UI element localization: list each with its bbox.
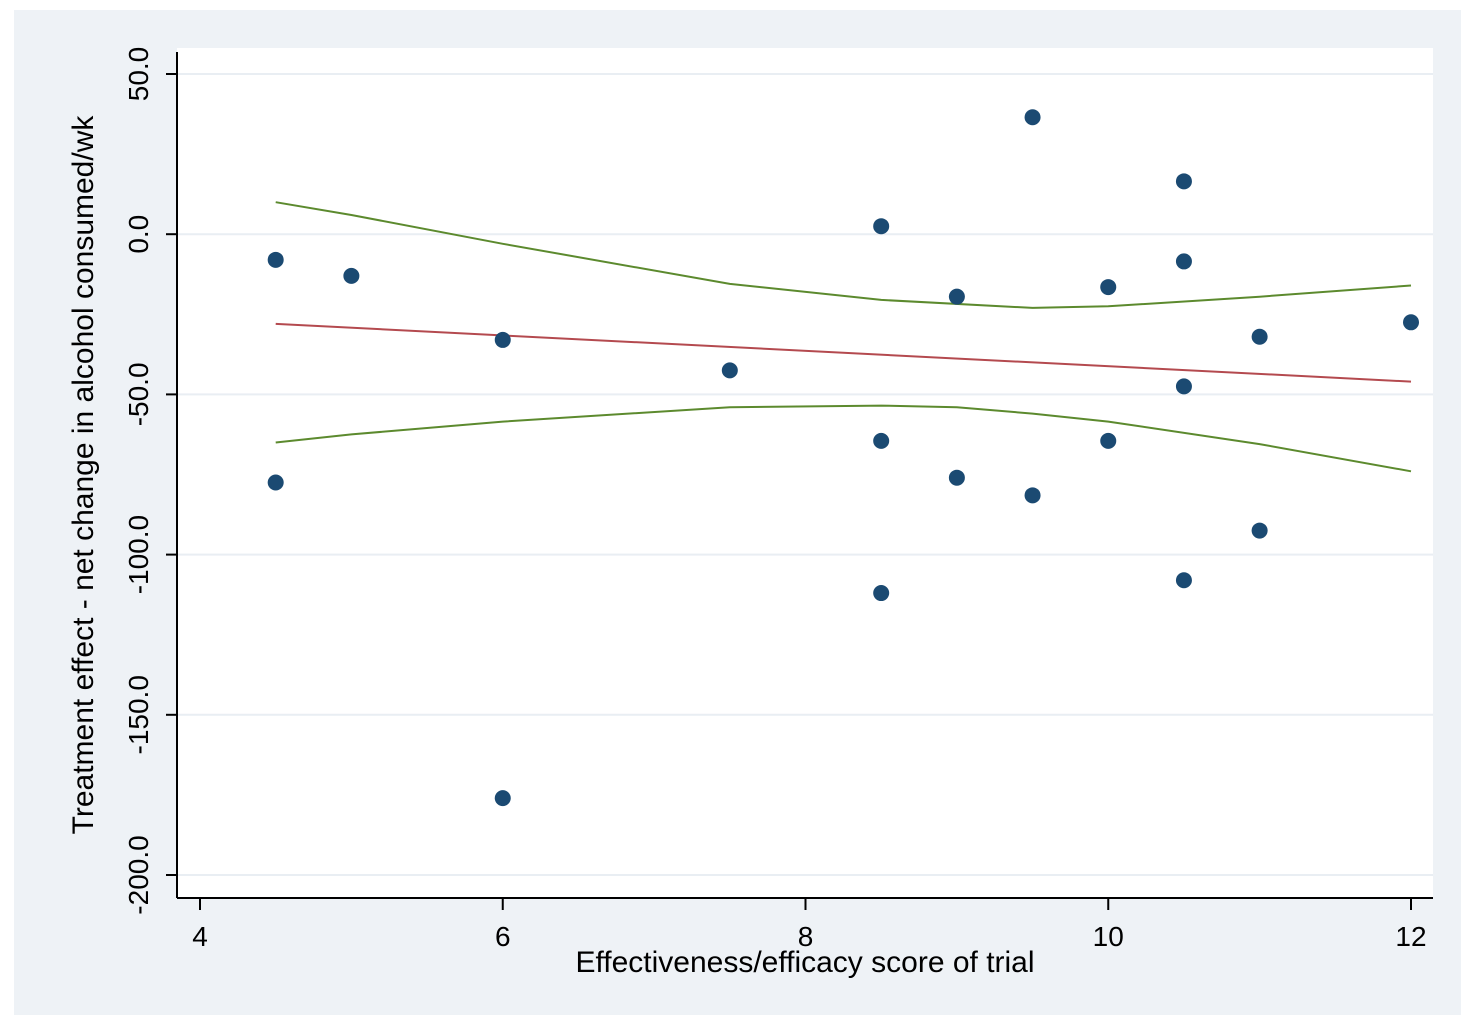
x-axis-ticks: 4 6 8 10 12 xyxy=(192,898,1427,952)
y-tick-label-2: -50.0 xyxy=(123,362,154,426)
data-point-4 xyxy=(494,790,511,807)
y-tick-label-3: -100.0 xyxy=(123,515,154,594)
y-axis-title: Treatment effect - net change in alcohol… xyxy=(67,115,100,835)
data-point-8 xyxy=(873,585,890,602)
y-tick-label-4: -150.0 xyxy=(123,675,154,754)
data-point-19 xyxy=(1251,328,1268,345)
data-point-17 xyxy=(1175,378,1192,395)
data-point-0 xyxy=(267,251,284,268)
data-point-14 xyxy=(1100,432,1117,449)
y-tick-label-1: 0.0 xyxy=(123,215,154,254)
ci-lower-line xyxy=(275,404,1412,473)
data-point-2 xyxy=(343,267,360,284)
x-tick-label-2: 8 xyxy=(798,921,814,952)
data-point-12 xyxy=(1024,487,1041,504)
data-point-10 xyxy=(948,469,965,486)
data-points xyxy=(267,109,1419,807)
x-tick-label-4: 12 xyxy=(1395,921,1426,952)
data-point-6 xyxy=(873,218,890,235)
fit-line-group xyxy=(275,322,1412,383)
x-tick-label-3: 10 xyxy=(1093,921,1124,952)
data-point-1 xyxy=(267,474,284,491)
data-point-13 xyxy=(1100,279,1117,296)
fit-line xyxy=(275,322,1412,383)
x-axis-title: Effectiveness/efficacy score of trial xyxy=(575,946,1034,979)
data-point-21 xyxy=(1403,314,1419,331)
gridlines xyxy=(178,73,1433,876)
data-point-18 xyxy=(1175,572,1192,589)
ci-upper-line xyxy=(275,201,1412,309)
x-tick-label-1: 6 xyxy=(495,921,511,952)
data-point-5 xyxy=(721,362,738,379)
confidence-band xyxy=(275,201,1412,473)
data-point-9 xyxy=(948,288,965,305)
data-point-7 xyxy=(873,432,890,449)
data-point-20 xyxy=(1251,522,1268,539)
y-tick-label-5: -200.0 xyxy=(123,835,154,914)
data-point-3 xyxy=(494,331,511,348)
y-tick-label-0: 50.0 xyxy=(123,47,154,102)
plot-area xyxy=(177,48,1433,898)
data-point-16 xyxy=(1175,253,1192,270)
data-point-15 xyxy=(1175,173,1192,190)
data-point-11 xyxy=(1024,109,1041,126)
y-axis-ticks: 50.0 0.0 -50.0 -100.0 -150.0 -200.0 xyxy=(123,47,177,915)
x-tick-label-0: 4 xyxy=(192,921,208,952)
